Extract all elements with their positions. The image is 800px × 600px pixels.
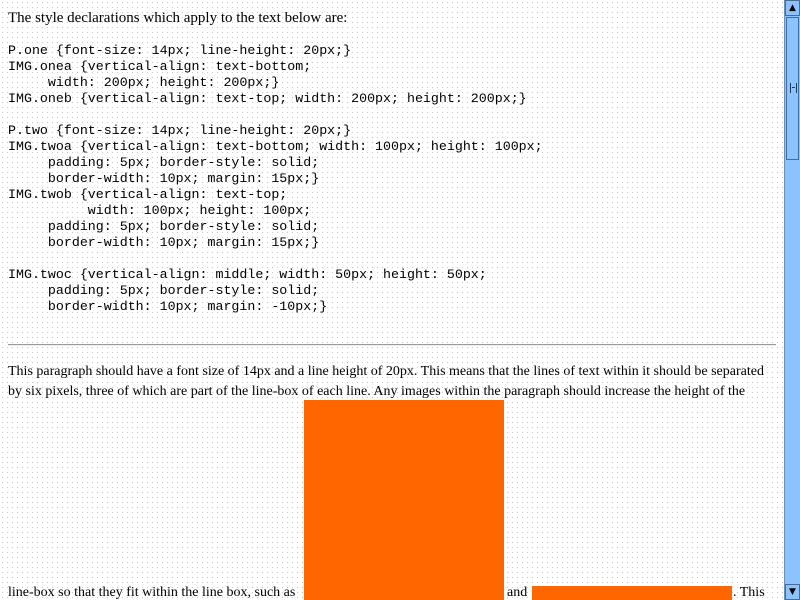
paragraph-line-3-end: . This bbox=[733, 585, 765, 600]
paragraph-line-3-start: line-box so that they fit within the lin… bbox=[8, 585, 296, 600]
scrollbar-thumb[interactable] bbox=[786, 17, 799, 160]
scroll-up-arrow-icon[interactable]: ▲ bbox=[785, 0, 800, 16]
orange-image-text-top bbox=[532, 586, 732, 600]
code-block-one: P.one {font-size: 14px; line-height: 20p… bbox=[8, 43, 527, 106]
scroll-down-arrow-icon[interactable]: ▼ bbox=[785, 584, 800, 600]
paragraph-line-3-and: and bbox=[507, 585, 528, 600]
horizontal-rule bbox=[8, 344, 776, 346]
vertical-scrollbar[interactable]: ▲ ▼ bbox=[784, 0, 800, 600]
scrollbar-grip-icon bbox=[790, 83, 797, 93]
code-block-two: P.two {font-size: 14px; line-height: 20p… bbox=[8, 123, 543, 250]
orange-image-text-bottom bbox=[304, 400, 504, 600]
paragraph-line-1: This paragraph should have a font size o… bbox=[8, 364, 764, 379]
code-block-three: IMG.twoc {vertical-align: middle; width:… bbox=[8, 267, 487, 314]
intro-text: The style declarations which apply to th… bbox=[8, 10, 348, 26]
paragraph-line-2: by six pixels, three of which are part o… bbox=[8, 384, 746, 399]
